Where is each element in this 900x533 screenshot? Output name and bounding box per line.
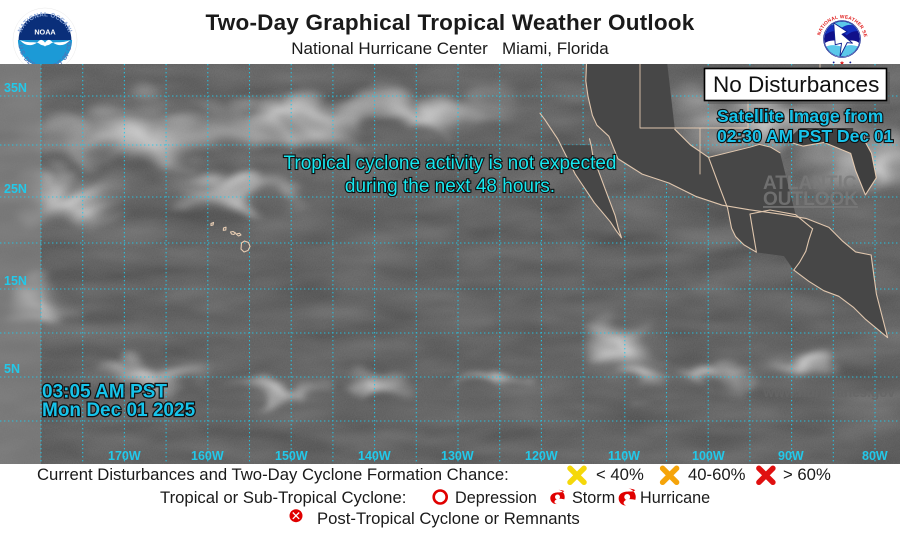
svg-text:15N: 15N bbox=[4, 274, 27, 288]
svg-text:35N: 35N bbox=[4, 81, 27, 95]
svg-text:25N: 25N bbox=[4, 182, 27, 196]
svg-text:No Disturbances: No Disturbances bbox=[713, 72, 879, 97]
svg-text:170W: 170W bbox=[108, 449, 141, 463]
svg-text:Tropical cyclone activity is n: Tropical cyclone activity is not expecte… bbox=[283, 153, 616, 174]
svg-text:< 40%: < 40% bbox=[596, 465, 644, 484]
svg-text:Post-Tropical Cyclone or Remna: Post-Tropical Cyclone or Remnants bbox=[317, 509, 580, 528]
svg-text:130W: 130W bbox=[441, 449, 474, 463]
svg-text:Hurricane: Hurricane bbox=[640, 489, 710, 507]
svg-text:Depression: Depression bbox=[455, 489, 537, 507]
svg-text:40-60%: 40-60% bbox=[688, 465, 746, 484]
svg-text:80W: 80W bbox=[862, 449, 888, 463]
svg-text:Satellite Image from: Satellite Image from bbox=[717, 106, 883, 126]
svg-text:160W: 160W bbox=[191, 449, 224, 463]
svg-text:90W: 90W bbox=[778, 449, 804, 463]
svg-text:OUTLOOK: OUTLOOK bbox=[763, 189, 858, 210]
svg-text:02:30 AM PST Dec 01: 02:30 AM PST Dec 01 bbox=[717, 126, 894, 146]
svg-text:100W: 100W bbox=[692, 449, 725, 463]
svg-text:5N: 5N bbox=[4, 362, 20, 376]
svg-text:Tropical or Sub-Tropical Cyclo: Tropical or Sub-Tropical Cyclone: bbox=[160, 488, 406, 507]
svg-text:during the next 48 hours.: during the next 48 hours. bbox=[345, 176, 555, 197]
svg-text:Current Disturbances and Two-D: Current Disturbances and Two-Day Cyclone… bbox=[37, 465, 509, 484]
svg-text:150W: 150W bbox=[275, 449, 308, 463]
svg-text:140W: 140W bbox=[358, 449, 391, 463]
svg-text:120W: 120W bbox=[525, 449, 558, 463]
svg-text:Mon Dec 01 2025: Mon Dec 01 2025 bbox=[42, 400, 196, 421]
svg-text:110W: 110W bbox=[608, 449, 640, 463]
svg-text:www.hurricanes.gov: www.hurricanes.gov bbox=[762, 385, 895, 400]
svg-text:Storm: Storm bbox=[572, 489, 615, 507]
svg-text:> 60%: > 60% bbox=[783, 465, 831, 484]
